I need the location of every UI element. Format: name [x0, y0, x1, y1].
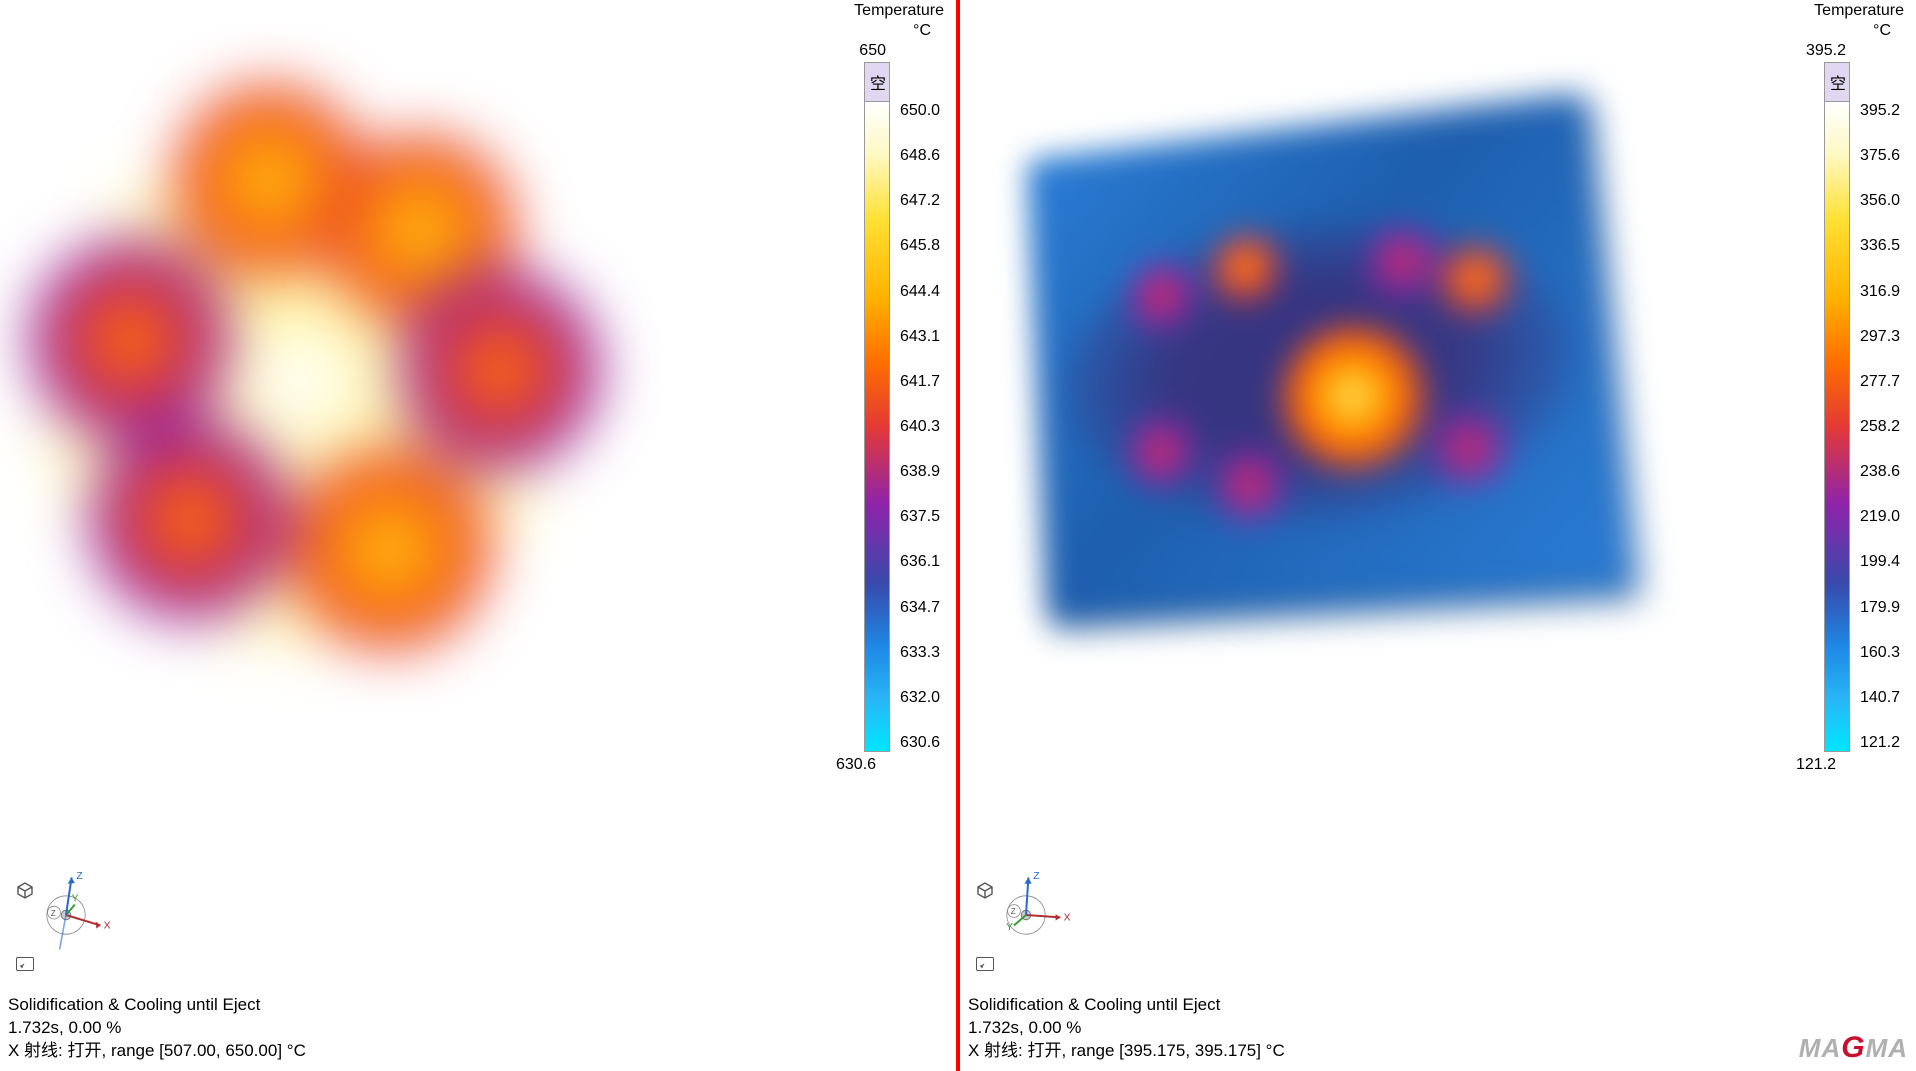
legend-tick: 644.4	[900, 283, 946, 301]
legend-tick: 160.3	[1860, 644, 1906, 662]
plate-surface	[1027, 92, 1632, 618]
left-color-legend: Temperature °C 650 650.0648.6647.2645.86…	[836, 2, 946, 774]
left-viewport-panel: Temperature °C 650 650.0648.6647.2645.86…	[0, 0, 956, 1071]
legend-tick: 277.7	[1860, 373, 1906, 391]
left-heatmap-visual	[20, 60, 580, 640]
colorbar	[864, 102, 890, 752]
legend-tick: 316.9	[1860, 283, 1906, 301]
legend-tick: 258.2	[1860, 418, 1906, 436]
legend-tick: 648.6	[900, 147, 946, 165]
colorbar	[1824, 102, 1850, 752]
legend-title: Temperature	[1796, 2, 1906, 20]
axis-triad-icon: X Y Z Z	[30, 871, 110, 951]
status-line-3: X 射线: 打开, range [395.175, 395.175] °C	[968, 1040, 1285, 1063]
right-axis-triad[interactable]: X Y Z Z	[970, 861, 1080, 971]
colorbar-wrap	[1824, 62, 1850, 752]
legend-tick: 632.0	[900, 689, 946, 707]
legend-tick: 634.7	[900, 599, 946, 617]
axis-z-label: Z	[76, 871, 83, 882]
legend-tick: 140.7	[1860, 689, 1906, 707]
status-line-1: Solidification & Cooling until Eject	[8, 994, 306, 1017]
right-status-text: Solidification & Cooling until Eject 1.7…	[968, 994, 1285, 1063]
legend-tick: 637.5	[900, 508, 946, 526]
brand-logo: MAGMA	[1799, 1031, 1908, 1065]
legend-tick: 121.2	[1860, 734, 1906, 752]
axis-triad-icon: X Y Z Z	[990, 871, 1070, 951]
legend-tick: 199.4	[1860, 553, 1906, 571]
status-line-2: 1.732s, 0.00 %	[968, 1017, 1285, 1040]
left-axis-triad[interactable]: X Y Z Z	[10, 861, 120, 971]
legend-empty-label: 空	[870, 70, 886, 94]
legend-empty-label: 空	[1830, 70, 1846, 94]
legend-tick: 633.3	[900, 644, 946, 662]
status-line-3: X 射线: 打开, range [507.00, 650.00] °C	[8, 1040, 306, 1063]
legend-tick: 645.8	[900, 237, 946, 255]
legend-body: 395.2 375.6 356.0 336.5 316.9 297.3 277.7 258.2…	[1796, 62, 1906, 752]
colorbar-wrap	[864, 62, 890, 752]
legend-min-value: 630.6	[836, 756, 946, 774]
right-3d-viewport[interactable]	[960, 0, 1796, 981]
legend-ticks: 395.2 375.6 356.0 336.5 316.9 297.3 277.7 258.2…	[1856, 102, 1906, 752]
legend-unit: °C	[836, 22, 946, 40]
legend-ticks: 650.0 648.6 647.2 645.8 644.4 643.1 641.7 640.3…	[896, 102, 946, 752]
legend-tick: 179.9	[1860, 599, 1906, 617]
legend-title: Temperature	[836, 2, 946, 20]
maximize-view-icon[interactable]	[976, 957, 994, 971]
axis-z-label: Z	[1033, 871, 1040, 882]
right-color-legend: Temperature °C 395.2 395.2 375.6 356.0 336.…	[1796, 2, 1906, 774]
legend-tick: 641.7	[900, 373, 946, 391]
legend-tick: 638.9	[900, 463, 946, 481]
legend-max-value: 395.2	[1796, 42, 1906, 60]
legend-tick: 395.2	[1860, 102, 1906, 120]
legend-tick: 356.0	[1860, 192, 1906, 210]
legend-tick: 636.1	[900, 553, 946, 571]
legend-tick: 297.3	[1860, 328, 1906, 346]
status-line-1: Solidification & Cooling until Eject	[968, 994, 1285, 1017]
svg-text:Z: Z	[51, 909, 56, 918]
legend-tick: 375.6	[1860, 147, 1906, 165]
legend-tick: 640.3	[900, 418, 946, 436]
split-container: Temperature °C 650 650.0648.6647.2645.86…	[0, 0, 1916, 1071]
status-line-2: 1.732s, 0.00 %	[8, 1017, 306, 1040]
right-heatmap-visual	[1027, 92, 1632, 618]
legend-tick: 219.0	[1860, 508, 1906, 526]
legend-max-value: 650	[836, 42, 946, 60]
legend-body: 650.0 648.6 647.2 645.8 644.4 643.1 641.7 640.3…	[836, 62, 946, 752]
right-viewport-panel: Temperature °C 395.2 395.2 375.6 356.0 336.…	[960, 0, 1916, 1071]
legend-tick: 238.6	[1860, 463, 1906, 481]
legend-tick: 650.0	[900, 102, 946, 120]
legend-unit: °C	[1796, 22, 1906, 40]
legend-tick: 643.1	[900, 328, 946, 346]
axis-x-label: X	[104, 921, 110, 932]
left-3d-viewport[interactable]	[0, 0, 836, 981]
axis-x-label: X	[1064, 913, 1070, 924]
maximize-view-icon[interactable]	[16, 957, 34, 971]
legend-tick: 630.6	[900, 734, 946, 752]
axis-y-label: Y	[1006, 922, 1013, 933]
legend-min-value: 121.2	[1796, 756, 1906, 774]
axis-y-label: Y	[72, 893, 79, 904]
left-status-text: Solidification & Cooling until Eject 1.7…	[8, 994, 306, 1063]
legend-tick: 647.2	[900, 192, 946, 210]
svg-text:Z: Z	[1011, 907, 1016, 916]
legend-tick: 336.5	[1860, 237, 1906, 255]
